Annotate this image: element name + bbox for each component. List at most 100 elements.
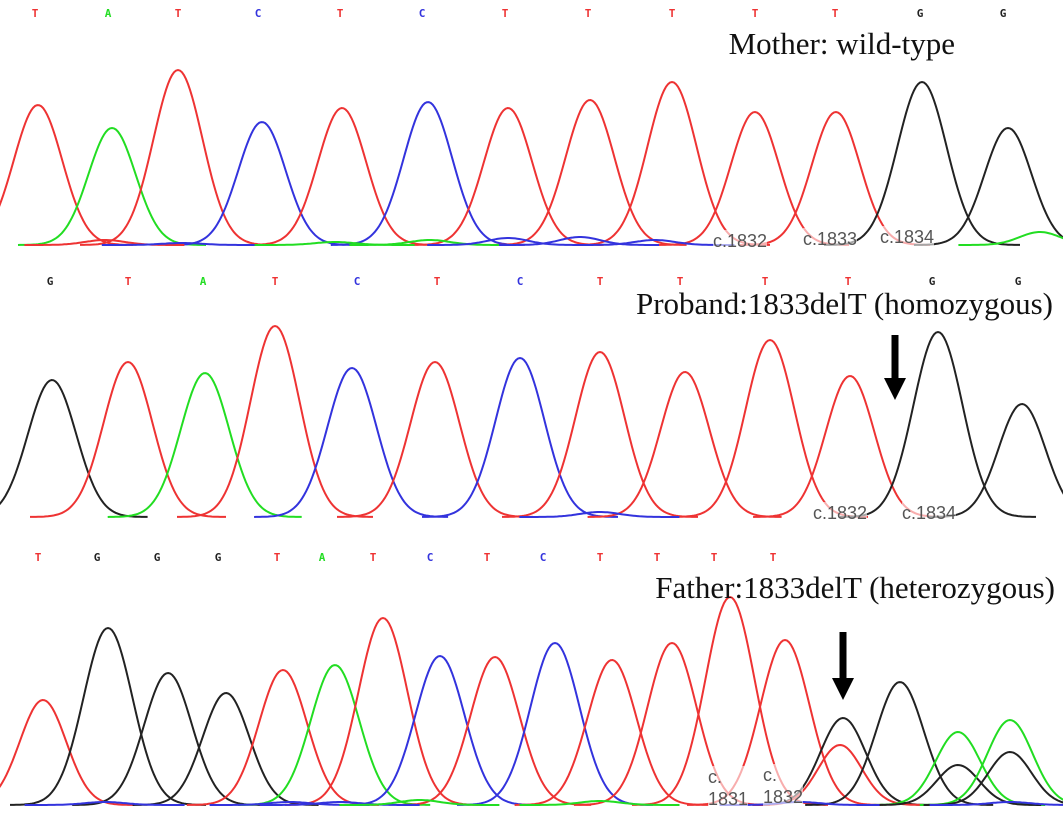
base-call: C	[517, 275, 524, 288]
panel-title: Father:1833delT (heterozygous)	[655, 570, 1055, 605]
base-call: G	[1000, 7, 1007, 20]
trace-peak	[337, 360, 533, 518]
base-call: C	[354, 275, 361, 288]
trace-peak	[0, 698, 135, 806]
base-call: T	[845, 275, 852, 288]
trace-peak	[72, 671, 263, 806]
position-label: c.1834	[902, 502, 957, 524]
base-call: T	[434, 275, 441, 288]
trace-peak	[805, 681, 994, 806]
trace-peak	[869, 730, 1046, 806]
base-call: T	[711, 551, 718, 564]
trace-peak	[457, 641, 653, 806]
trace-peak	[753, 375, 946, 518]
trace-peak	[245, 106, 438, 246]
trace-peak	[514, 658, 709, 806]
trace-peak	[492, 98, 687, 246]
base-call: T	[752, 7, 759, 20]
base-call: C	[419, 7, 426, 20]
base-call: T	[677, 275, 684, 288]
trace-peak	[519, 511, 680, 518]
trace-peak	[186, 668, 379, 806]
base-call: G	[215, 551, 222, 564]
trace-peak	[502, 350, 698, 518]
trace-peak	[0, 104, 134, 246]
trace-peak	[10, 626, 206, 806]
trace-peak	[17, 126, 207, 246]
trace-peak	[658, 110, 849, 246]
base-call: T	[597, 275, 604, 288]
base-call: G	[94, 551, 101, 564]
base-call: A	[200, 275, 207, 288]
arrow-head	[884, 378, 906, 400]
base-call: G	[47, 275, 54, 288]
trace-peak	[339, 799, 500, 806]
trace-peak	[928, 402, 1063, 518]
trace-peak	[422, 356, 618, 518]
base-call: T	[597, 551, 604, 564]
trace-peak	[285, 616, 481, 806]
position-label: c.1832	[813, 502, 868, 524]
position-label: c. 1832	[763, 764, 804, 808]
base-call: T	[669, 7, 676, 20]
base-call: C	[255, 7, 262, 20]
panel-title: Mother: wild-type	[728, 26, 955, 61]
trace-peak	[427, 237, 588, 246]
trace-peak	[824, 80, 1020, 246]
trace-peak	[913, 126, 1063, 246]
trace-peak	[30, 360, 226, 518]
base-call: G	[929, 275, 936, 288]
panel-title: Proband:1833delT (homozygous)	[635, 286, 1053, 321]
trace-peak	[342, 654, 537, 806]
trace-peak	[238, 664, 431, 806]
base-call: G	[917, 7, 924, 20]
base-call: T	[770, 551, 777, 564]
base-call: T	[832, 7, 839, 20]
trace-peak	[574, 239, 735, 246]
position-label: c.1833	[803, 228, 858, 250]
trace-peak	[101, 242, 262, 246]
trace-peak	[177, 324, 373, 518]
trace-peak	[574, 80, 770, 246]
arrow-head	[832, 678, 854, 700]
base-call: T	[175, 7, 182, 20]
base-call: A	[319, 551, 326, 564]
base-call: T	[370, 551, 377, 564]
base-call: A	[105, 7, 112, 20]
base-call: G	[154, 551, 161, 564]
trace-peak	[259, 801, 420, 806]
trace-peak	[24, 801, 185, 806]
trace-peak	[672, 338, 868, 518]
base-call: T	[274, 551, 281, 564]
trace-peak	[923, 750, 1063, 806]
trace-peak	[919, 718, 1063, 806]
trace-peak	[587, 370, 782, 518]
position-label: c.1832	[713, 230, 768, 252]
trace-peak	[499, 236, 659, 246]
trace-peak	[0, 378, 148, 518]
trace-peak	[873, 763, 1042, 806]
base-call: T	[762, 275, 769, 288]
base-call: T	[125, 275, 132, 288]
position-label: c. 1831	[708, 766, 749, 810]
position-label: c.1834	[880, 226, 935, 248]
base-call: G	[1015, 275, 1022, 288]
base-call: T	[337, 7, 344, 20]
trace-peak	[958, 231, 1063, 246]
trace-peak	[840, 330, 1036, 518]
trace-peak	[519, 800, 680, 806]
trace-peak	[349, 239, 510, 246]
base-call: C	[540, 551, 547, 564]
trace-peak	[254, 366, 449, 518]
base-call: T	[502, 7, 509, 20]
trace-peak	[167, 121, 356, 246]
base-call: T	[272, 275, 279, 288]
trace-peak	[80, 68, 276, 246]
base-call: T	[654, 551, 661, 564]
base-call: C	[427, 551, 434, 564]
base-call: T	[585, 7, 592, 20]
base-call: T	[484, 551, 491, 564]
base-call: T	[35, 551, 42, 564]
